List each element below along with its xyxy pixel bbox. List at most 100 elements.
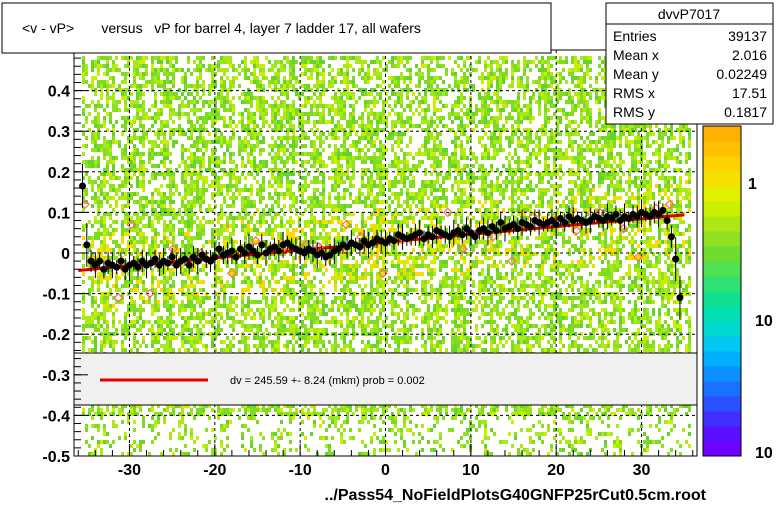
heatmap-cell: [235, 240, 238, 244]
heatmap-cell: [313, 316, 316, 320]
heatmap-cell: [190, 252, 193, 256]
heatmap-cell: [172, 404, 175, 408]
heatmap-cell: [361, 92, 364, 96]
heatmap-cell: [217, 116, 220, 120]
heatmap-cell: [103, 432, 106, 436]
heatmap-cell: [280, 92, 283, 96]
heatmap-cell: [187, 304, 190, 308]
heatmap-cell: [184, 272, 187, 276]
heatmap-cell: [319, 328, 322, 332]
heatmap-cell: [322, 224, 325, 228]
heatmap-cell: [301, 132, 304, 136]
heatmap-cell: [142, 132, 145, 136]
heatmap-cell: [163, 288, 166, 292]
heatmap-cell: [139, 240, 142, 244]
heatmap-cell: [100, 204, 103, 208]
heatmap-cell: [250, 60, 253, 64]
heatmap-cell: [337, 112, 340, 116]
heatmap-cell: [142, 56, 145, 60]
heatmap-cell: [319, 164, 322, 168]
heatmap-cell: [334, 188, 337, 192]
heatmap-cell: [259, 112, 262, 116]
heatmap-cell: [295, 272, 298, 276]
heatmap-cell: [223, 224, 226, 228]
heatmap-cell: [265, 220, 268, 224]
heatmap-cell: [136, 84, 139, 88]
heatmap-cell: [133, 120, 136, 124]
heatmap-cell: [187, 148, 190, 152]
heatmap-cell: [169, 72, 172, 76]
heatmap-cell: [232, 228, 235, 232]
heatmap-cell: [160, 120, 163, 124]
heatmap-cell: [214, 180, 217, 184]
heatmap-cell: [151, 340, 154, 344]
heatmap-cell: [133, 340, 136, 344]
heatmap-cell: [271, 112, 274, 116]
heatmap-cell: [160, 112, 163, 116]
heatmap-cell: [265, 300, 268, 304]
heatmap-cell: [346, 280, 349, 284]
heatmap-cell: [148, 296, 151, 300]
heatmap-cell: [145, 240, 148, 244]
heatmap-cell: [301, 272, 304, 276]
heatmap-cell: [151, 228, 154, 232]
heatmap-cell: [238, 136, 241, 140]
heatmap-cell: [136, 224, 139, 228]
heatmap-cell: [106, 140, 109, 144]
heatmap-cell: [187, 208, 190, 212]
heatmap-cell: [226, 148, 229, 152]
heatmap-cell: [328, 64, 331, 68]
heatmap-cell: [211, 152, 214, 156]
heatmap-cell: [256, 308, 259, 312]
heatmap-cell: [280, 180, 283, 184]
heatmap-cell: [103, 140, 106, 144]
heatmap-cell: [187, 172, 190, 176]
heatmap-cell: [292, 100, 295, 104]
heatmap-cell: [220, 340, 223, 344]
heatmap-cell: [322, 160, 325, 164]
heatmap-cell: [142, 424, 145, 428]
heatmap-cell: [142, 288, 145, 292]
heatmap-cell: [181, 68, 184, 72]
heatmap-cell: [211, 80, 214, 84]
heatmap-cell: [355, 404, 358, 408]
heatmap-cell: [133, 344, 136, 348]
heatmap-cell: [361, 156, 364, 160]
heatmap-cell: [124, 332, 127, 336]
heatmap-cell: [163, 192, 166, 196]
heatmap-cell: [232, 276, 235, 280]
heatmap-cell: [283, 252, 286, 256]
heatmap-cell: [274, 224, 277, 228]
heatmap-cell: [232, 344, 235, 348]
heatmap-cell: [337, 124, 340, 128]
heatmap-cell: [223, 300, 226, 304]
heatmap-cell: [133, 336, 136, 340]
heatmap-cell: [196, 92, 199, 96]
heatmap-cell: [292, 412, 295, 416]
heatmap-cell: [253, 72, 256, 76]
heatmap-cell: [91, 340, 94, 344]
heatmap-cell: [280, 232, 283, 236]
heatmap-cell: [310, 412, 313, 416]
heatmap-cell: [313, 92, 316, 96]
heatmap-cell: [310, 104, 313, 108]
heatmap-cell: [211, 184, 214, 188]
heatmap-cell: [97, 148, 100, 152]
heatmap-cell: [175, 92, 178, 96]
heatmap-cell: [283, 124, 286, 128]
heatmap-cell: [166, 304, 169, 308]
heatmap-cell: [157, 304, 160, 308]
heatmap-cell: [244, 404, 247, 408]
heatmap-cell: [361, 132, 364, 136]
heatmap-cell: [202, 296, 205, 300]
heatmap-cell: [115, 276, 118, 280]
heatmap-cell: [253, 448, 256, 452]
heatmap-cell: [277, 80, 280, 84]
heatmap-cell: [316, 72, 319, 76]
heatmap-cell: [166, 336, 169, 340]
heatmap-cell: [358, 264, 361, 268]
heatmap-cell: [157, 144, 160, 148]
heatmap-cell: [91, 160, 94, 164]
heatmap-cell: [325, 120, 328, 124]
heatmap-cell: [304, 188, 307, 192]
